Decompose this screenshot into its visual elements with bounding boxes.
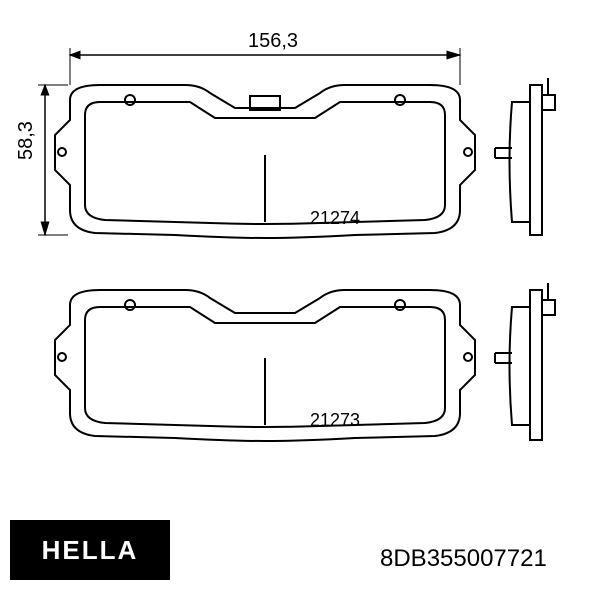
technical-drawing-svg: [0, 0, 600, 600]
pad-ref-bottom: 21273: [310, 410, 360, 431]
dim-height-label: 58,3: [15, 121, 38, 160]
brake-pad-bottom: [55, 290, 475, 441]
brake-pad-bottom-side: [495, 283, 555, 440]
brake-pad-top-side: [495, 78, 555, 235]
dim-width-label: 156,3: [248, 30, 298, 53]
diagram-canvas: 156,3 58,3 21274 21273 HELLA 8DB35500772…: [0, 0, 600, 600]
brake-pad-top: [55, 85, 475, 238]
pad-ref-top: 21274: [310, 208, 360, 229]
hella-logo-text: HELLA: [42, 535, 139, 566]
part-number: 8DB355007721: [380, 545, 547, 573]
hella-logo: HELLA: [10, 520, 170, 580]
